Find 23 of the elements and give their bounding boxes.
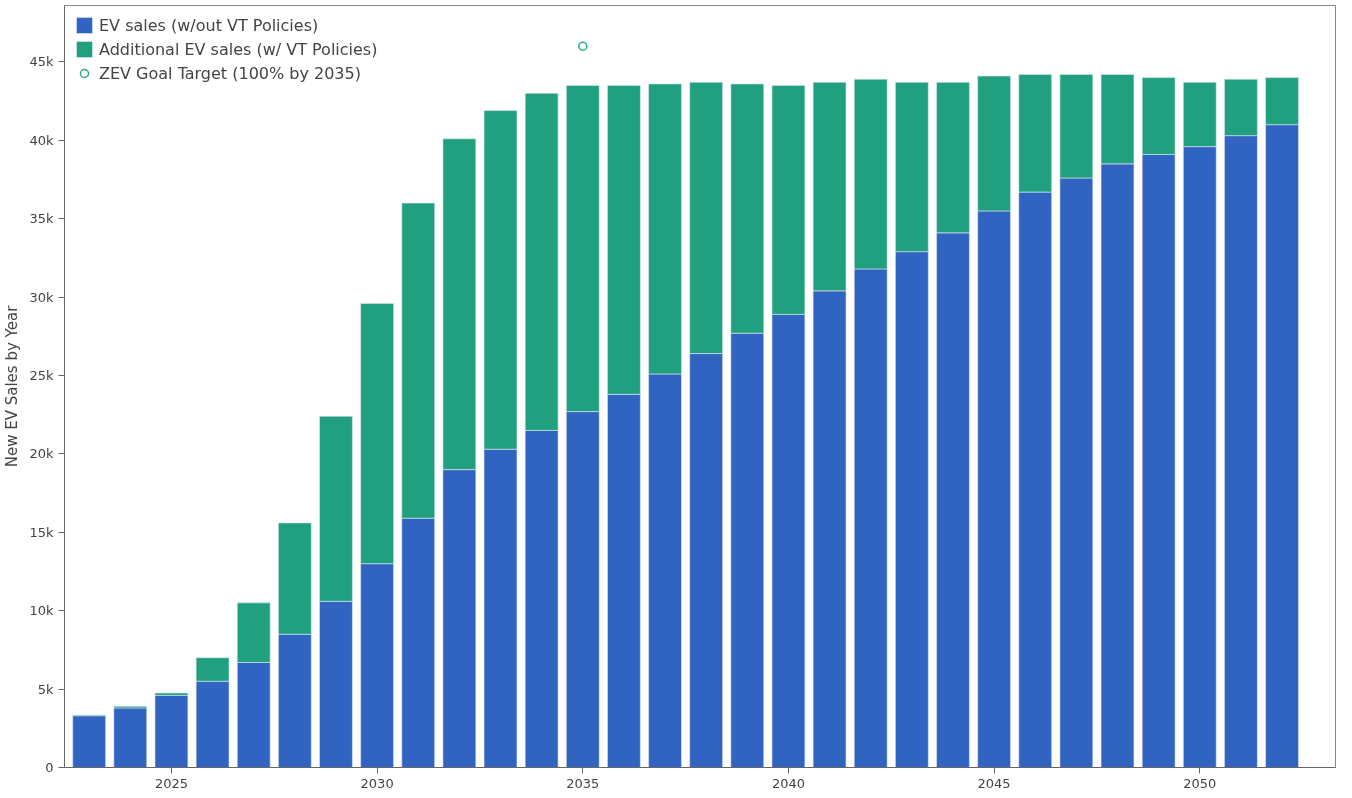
y-tick-label: 45k — [29, 54, 54, 70]
bar — [154, 695, 189, 768]
bar — [72, 715, 106, 768]
legend-label: EV sales (w/out VT Policies) — [99, 15, 319, 35]
legend-label: ZEV Goal Target (100% by 2035) — [99, 63, 361, 83]
y-tick-label: 30k — [29, 289, 54, 305]
x-tick-label: 2035 — [566, 775, 600, 791]
y-tick-label: 25k — [29, 368, 54, 384]
y-tick-label: 0 — [45, 760, 54, 775]
y-axis-title: New EV Sales by Year — [3, 304, 22, 468]
legend-label: Additional EV sales (w/ VT Policies) — [99, 39, 378, 59]
y-tick-label: 20k — [29, 446, 54, 462]
x-tick-label: 2050 — [1183, 775, 1217, 791]
y-tick-label: 15k — [29, 524, 54, 540]
y-tick-label: 40k — [29, 132, 54, 148]
bar — [113, 707, 148, 768]
x-tick-label: 2030 — [360, 775, 394, 791]
y-tick-label: 35k — [29, 211, 54, 227]
x-tick-label: 2040 — [771, 775, 805, 791]
y-tick-label: 5k — [37, 681, 54, 697]
x-tick-label: 2025 — [154, 775, 188, 791]
x-tick-label: 2045 — [977, 775, 1011, 791]
y-tick-label: 10k — [29, 603, 54, 619]
